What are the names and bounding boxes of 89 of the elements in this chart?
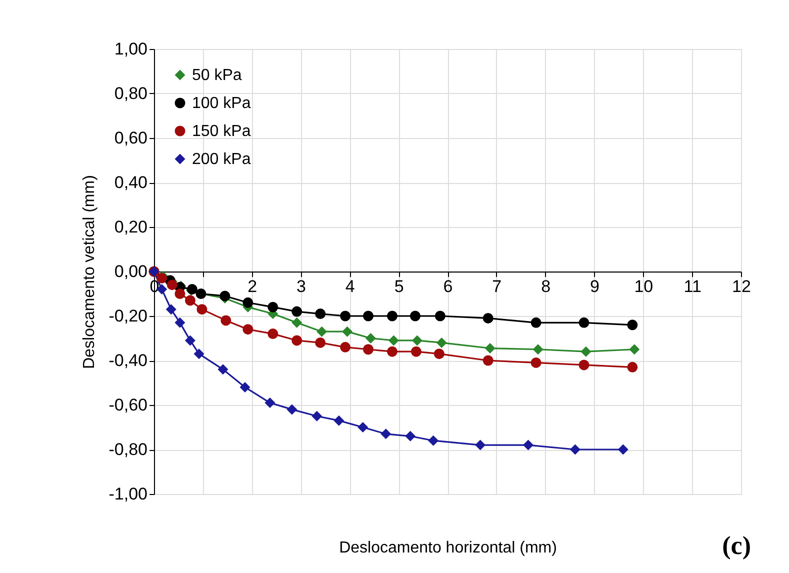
x-tick-label: 4 bbox=[345, 277, 355, 296]
point bbox=[268, 302, 278, 312]
point bbox=[240, 382, 250, 392]
point bbox=[388, 335, 399, 346]
y-tick-label: 1,00 bbox=[114, 40, 148, 58]
x-tick-label: 11 bbox=[684, 277, 702, 296]
point bbox=[166, 304, 176, 315]
point bbox=[194, 348, 204, 360]
point bbox=[578, 317, 590, 328]
point bbox=[570, 444, 580, 455]
point bbox=[334, 415, 344, 426]
point bbox=[315, 308, 326, 320]
y-tick-label: -0,80 bbox=[108, 440, 148, 459]
y-tick-label: 0,60 bbox=[114, 128, 148, 148]
legend-label: 100 kPa bbox=[192, 95, 251, 112]
point bbox=[522, 440, 534, 450]
point bbox=[482, 312, 494, 324]
point bbox=[286, 404, 298, 415]
point bbox=[530, 317, 542, 328]
point bbox=[405, 430, 416, 442]
point bbox=[312, 410, 322, 422]
point bbox=[166, 280, 178, 290]
point bbox=[475, 440, 486, 450]
x-tick-label: 6 bbox=[443, 277, 453, 296]
point bbox=[242, 297, 254, 308]
legend-label: 50 kPa bbox=[192, 67, 242, 84]
point bbox=[363, 344, 374, 355]
x-tick-label: 10 bbox=[634, 277, 654, 296]
y-tick-label: 0,00 bbox=[114, 262, 148, 281]
point bbox=[264, 398, 276, 408]
point bbox=[292, 317, 302, 328]
y-tick-label: -0,40 bbox=[108, 351, 148, 370]
x-axis-title: Deslocamento horizontal (mm) bbox=[339, 540, 557, 556]
point bbox=[380, 428, 392, 440]
y-tick-label: 0,20 bbox=[114, 218, 148, 236]
x-tick-label: 7 bbox=[492, 277, 502, 296]
x-tick-label: 5 bbox=[394, 277, 404, 296]
point bbox=[340, 310, 351, 322]
y-tick-label: -0,20 bbox=[108, 306, 148, 326]
point bbox=[484, 343, 496, 354]
y-tick-label: -1,00 bbox=[108, 484, 148, 504]
point bbox=[358, 422, 368, 432]
point bbox=[363, 310, 374, 322]
point bbox=[268, 328, 278, 340]
point bbox=[530, 357, 542, 368]
point bbox=[532, 344, 544, 355]
point bbox=[292, 306, 302, 317]
x-tick-label: 8 bbox=[541, 277, 551, 296]
point bbox=[386, 310, 398, 322]
point bbox=[342, 326, 352, 337]
x-tick-label: 2 bbox=[248, 277, 258, 296]
point bbox=[436, 337, 447, 348]
point bbox=[410, 346, 422, 357]
point bbox=[618, 444, 628, 455]
legend-label: 200 kPa bbox=[192, 151, 251, 168]
point bbox=[218, 364, 228, 375]
point bbox=[196, 304, 208, 315]
point bbox=[629, 344, 640, 355]
point bbox=[316, 326, 328, 337]
point bbox=[184, 335, 196, 346]
text: (c) bbox=[722, 531, 751, 560]
point bbox=[627, 362, 638, 372]
point bbox=[428, 435, 439, 446]
x-tick-label: 3 bbox=[296, 277, 306, 296]
point bbox=[580, 346, 592, 357]
point bbox=[434, 310, 446, 322]
point bbox=[386, 346, 398, 357]
x-tick-label: 12 bbox=[732, 277, 751, 296]
legend-label: 150 kPa bbox=[192, 123, 251, 140]
point bbox=[292, 335, 302, 346]
point bbox=[434, 348, 444, 360]
point bbox=[578, 360, 590, 370]
point bbox=[365, 333, 376, 344]
y-tick-label: 0,40 bbox=[114, 173, 148, 192]
y-tick-label: 0,80 bbox=[114, 84, 148, 103]
point bbox=[220, 315, 232, 326]
point bbox=[410, 310, 420, 322]
point bbox=[412, 335, 422, 346]
y-tick-label: -0,60 bbox=[108, 396, 148, 414]
point bbox=[242, 324, 254, 335]
point bbox=[174, 317, 186, 328]
point bbox=[627, 320, 638, 330]
point bbox=[174, 288, 186, 299]
point bbox=[315, 337, 326, 348]
x-tick-label: 9 bbox=[590, 277, 600, 296]
y-axis-title: Deslocamento vetical (mm) bbox=[80, 175, 98, 369]
point bbox=[340, 342, 351, 352]
point bbox=[184, 295, 196, 306]
point bbox=[482, 355, 494, 366]
